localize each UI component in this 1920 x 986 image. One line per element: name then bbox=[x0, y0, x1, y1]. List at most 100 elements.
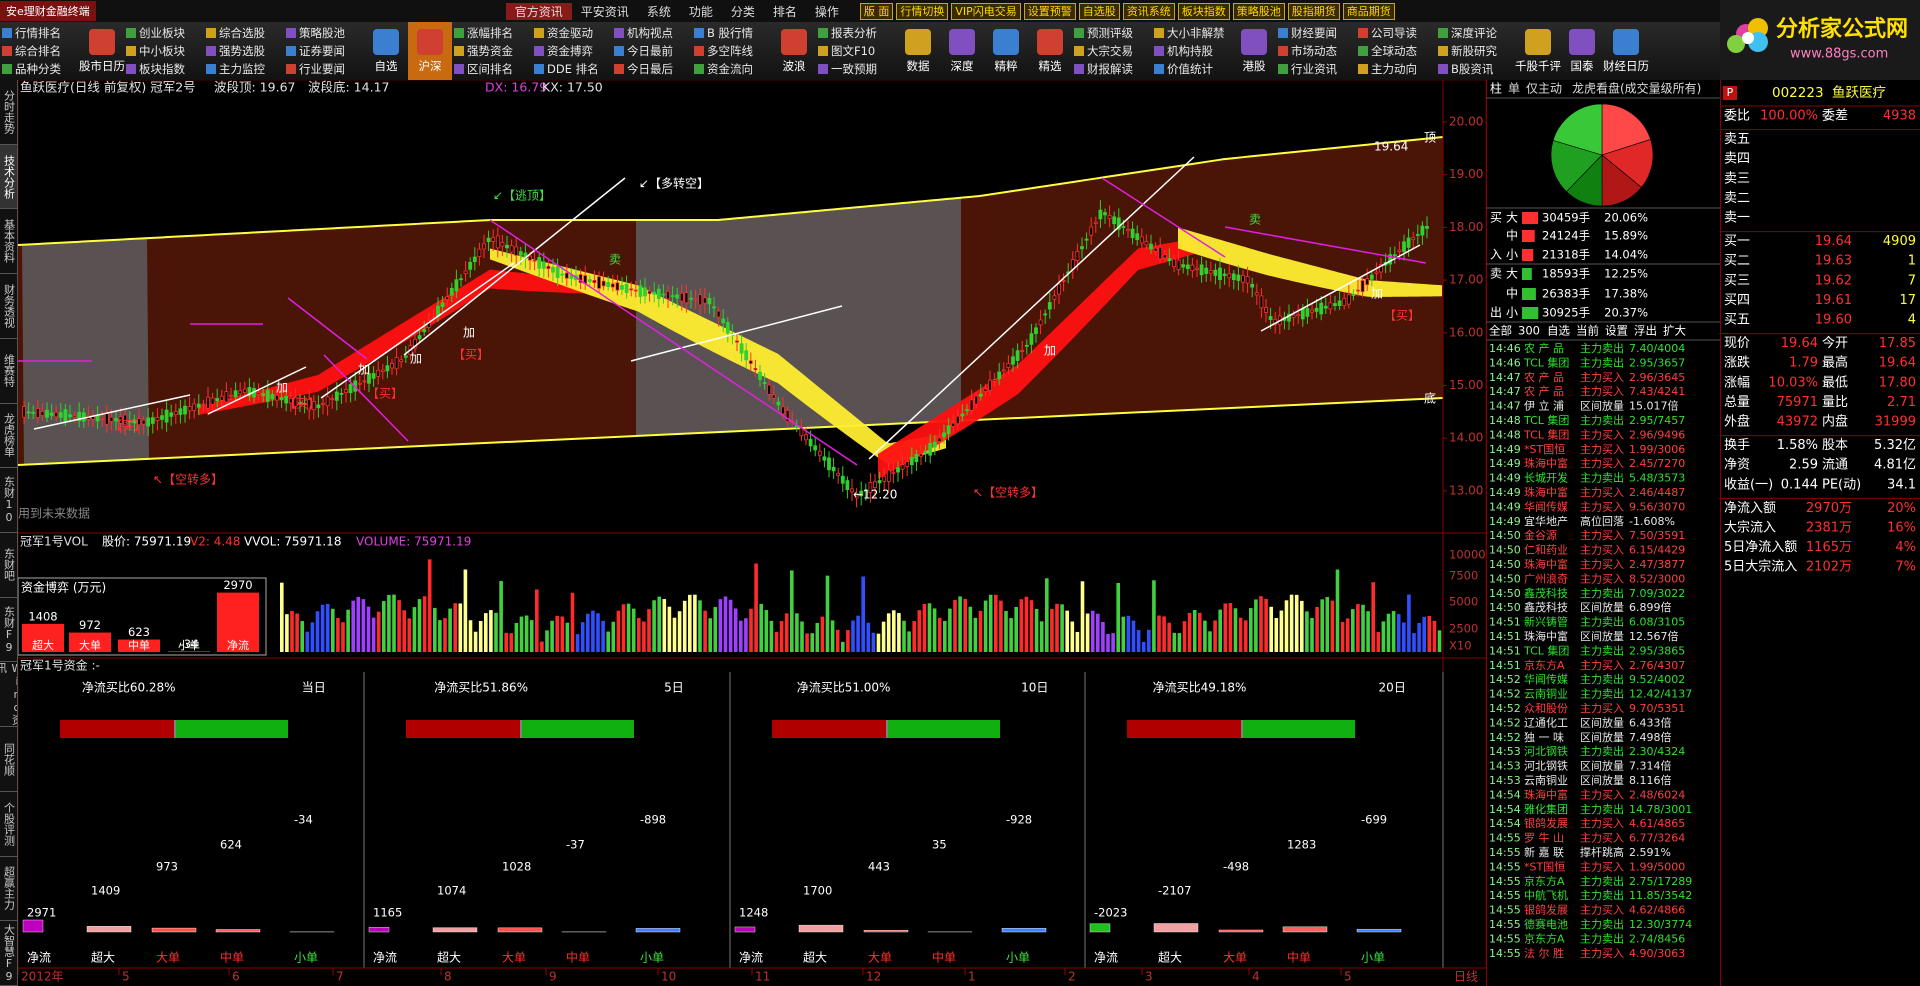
volume-item: VVOL: 75971.18 bbox=[244, 535, 341, 549]
toolbar-item[interactable]: 创业板块 bbox=[124, 25, 204, 41]
quick-button[interactable]: 策略股池 bbox=[1232, 2, 1285, 20]
toolbar-item[interactable]: 全球动态 bbox=[1356, 43, 1436, 59]
side-tab[interactable]: 技术分析 bbox=[0, 144, 18, 210]
toolbar-item[interactable]: 财报解读 bbox=[1072, 61, 1152, 77]
toolbar-item[interactable]: 证券要闻 bbox=[284, 43, 364, 59]
side-tab[interactable]: 个股评测 bbox=[0, 791, 18, 857]
toolbar-button[interactable]: 国泰 bbox=[1560, 22, 1604, 80]
toolbar-item[interactable]: 行业资讯 bbox=[1276, 61, 1356, 77]
toolbar-item[interactable]: 大宗交易 bbox=[1072, 43, 1152, 59]
toolbar-item[interactable]: 机构视点 bbox=[612, 25, 692, 41]
list-tab[interactable]: 设置 bbox=[1605, 324, 1628, 338]
toolbar-item[interactable]: 公司导读 bbox=[1356, 25, 1436, 41]
toolbar-item[interactable]: 策略股池 bbox=[284, 25, 364, 41]
toolbar-item[interactable]: 品种分类 bbox=[0, 61, 80, 77]
toolbar-item[interactable]: 财经要闻 bbox=[1276, 25, 1356, 41]
quick-button[interactable]: 商品期货 bbox=[1342, 2, 1395, 20]
toolbar-item[interactable]: 涨幅排名 bbox=[452, 25, 532, 41]
toolbar-item[interactable]: 价值统计 bbox=[1152, 61, 1232, 77]
quick-button[interactable]: 设置预警 bbox=[1023, 2, 1076, 20]
toolbar-item[interactable]: 强势选股 bbox=[204, 43, 284, 59]
toolbar-item[interactable]: B股资讯 bbox=[1436, 61, 1516, 77]
menu-item[interactable]: 操作 bbox=[814, 4, 839, 19]
toolbar-button[interactable]: 千股千评 bbox=[1515, 22, 1561, 80]
toolbar-item[interactable]: 主力监控 bbox=[204, 61, 284, 77]
toolbar-item[interactable]: 强势资金 bbox=[452, 43, 532, 59]
menu-item[interactable]: 分类 bbox=[730, 4, 755, 19]
side-tab[interactable]: 东财10 bbox=[0, 468, 18, 534]
toolbar-item[interactable]: 新股研究 bbox=[1436, 43, 1516, 59]
quick-button[interactable]: VIP闪电交易 bbox=[951, 2, 1021, 20]
toolbar-item[interactable]: 资金驱动 bbox=[532, 25, 612, 41]
toolbar-button[interactable]: 波浪 bbox=[772, 22, 816, 80]
toolbar-item[interactable]: 深度评论 bbox=[1436, 25, 1516, 41]
quick-button[interactable]: 行情切换 bbox=[896, 2, 949, 20]
list-tab[interactable]: 300 bbox=[1518, 324, 1540, 338]
toolbar-button[interactable]: 股市日历 bbox=[79, 22, 125, 80]
menu-item[interactable]: 平安资讯 bbox=[580, 4, 629, 19]
toolbar-item[interactable]: 今日最后 bbox=[612, 61, 692, 77]
toolbar-item[interactable]: 今日最前 bbox=[612, 43, 692, 59]
menu-item[interactable]: 功能 bbox=[688, 4, 713, 19]
list-tab[interactable]: 自选 bbox=[1547, 324, 1570, 338]
quick-button[interactable]: 资讯系统 bbox=[1122, 2, 1175, 20]
side-tab[interactable]: 财务透视 bbox=[0, 274, 18, 339]
toolbar-item[interactable]: 板块指数 bbox=[124, 61, 204, 77]
toolbar-item[interactable]: 机构持股 bbox=[1152, 43, 1232, 59]
toolbar-item[interactable]: 市场动态 bbox=[1276, 43, 1356, 59]
tick-detail: 12.567倍 bbox=[1629, 629, 1679, 643]
toolbar-item[interactable]: 行业要闻 bbox=[284, 61, 364, 77]
list-tab[interactable]: 全部 bbox=[1489, 324, 1512, 338]
toolbar-button[interactable]: 自选 bbox=[364, 22, 408, 80]
side-tab[interactable]: 龙虎榜单 bbox=[0, 403, 18, 469]
toolbar-button[interactable]: 精选 bbox=[1028, 22, 1072, 80]
toolbar-item[interactable]: 区间排名 bbox=[452, 61, 532, 77]
quick-button[interactable]: 版 面 bbox=[859, 2, 894, 20]
side-tab[interactable]: Wind资讯 bbox=[0, 662, 18, 728]
toolbar-item[interactable]: 综合选股 bbox=[204, 25, 284, 41]
menu-item[interactable]: 系统 bbox=[646, 4, 671, 19]
toolbar-item[interactable]: 报表分析 bbox=[816, 25, 896, 41]
toolbar-button[interactable]: 深度 bbox=[940, 22, 984, 80]
menu-item[interactable]: 官方资讯 bbox=[505, 2, 572, 20]
toolbar-button[interactable]: 精粹 bbox=[984, 22, 1028, 80]
flow-tab[interactable]: 单 bbox=[1508, 82, 1520, 96]
quick-button[interactable]: 股指期货 bbox=[1287, 2, 1340, 20]
toolbar-button[interactable]: 港股 bbox=[1232, 22, 1276, 80]
side-tab[interactable]: 超赢主力 bbox=[0, 856, 18, 922]
toolbar-item[interactable]: 主力动向 bbox=[1356, 61, 1436, 77]
list-tab[interactable]: 扩大 bbox=[1663, 324, 1686, 338]
toolbar-button[interactable]: 沪深 bbox=[408, 22, 452, 80]
toolbar-item[interactable]: 一致预期 bbox=[816, 61, 896, 77]
side-tab[interactable]: 东财F9 bbox=[0, 597, 18, 663]
toolbar-item[interactable]: 预测评级 bbox=[1072, 25, 1152, 41]
toolbar-item[interactable]: 行情排名 bbox=[0, 25, 80, 41]
toolbar-item[interactable]: 图文F10 bbox=[816, 43, 896, 59]
toolbar-item[interactable]: 大小非解禁 bbox=[1152, 25, 1232, 41]
quick-button[interactable]: 自选股 bbox=[1078, 2, 1120, 20]
quick-button[interactable]: 板块指数 bbox=[1177, 2, 1230, 20]
toolbar-button[interactable]: 财经日历 bbox=[1603, 22, 1649, 80]
side-tab[interactable]: 大智慧F9 bbox=[0, 921, 18, 986]
side-tab[interactable]: 同花顺 bbox=[0, 727, 18, 792]
toolbar-button[interactable]: 数据 bbox=[896, 22, 940, 80]
title-bar: 安e理财金融终端 官方资讯 平安资讯 系统 功能 分类 排名 操作 版 面行情切换 VIP闪电交易… bbox=[0, 0, 1720, 22]
side-tab[interactable]: 东财吧 bbox=[0, 533, 18, 598]
toolbar-item[interactable]: DDE 排名 bbox=[532, 61, 612, 77]
side-tab[interactable]: 维赛特 bbox=[0, 338, 18, 404]
toolbar-item[interactable]: 综合排名 bbox=[0, 43, 80, 59]
toolbar-item[interactable]: 资金流向 bbox=[692, 61, 772, 77]
toolbar-item[interactable]: B 股行情 bbox=[692, 25, 772, 41]
toolbar-item[interactable]: 中小板块 bbox=[124, 43, 204, 59]
list-tab[interactable]: 浮出 bbox=[1634, 324, 1657, 338]
menu-item[interactable]: 排名 bbox=[772, 4, 797, 19]
flow-tab[interactable]: 柱 bbox=[1490, 81, 1502, 96]
side-tab[interactable]: 分时走势 bbox=[0, 80, 18, 145]
fund-category: 小单 bbox=[294, 951, 318, 965]
side-tab[interactable]: 基本资料 bbox=[0, 209, 18, 275]
toolbar-item[interactable]: 资金搏弈 bbox=[532, 43, 612, 59]
flow-tab[interactable]: 龙虎看盘(成交量级所有) bbox=[1572, 81, 1701, 96]
toolbar-item[interactable]: 多空阵线 bbox=[692, 43, 772, 59]
flow-tab[interactable]: 仅主动 bbox=[1526, 82, 1562, 96]
list-tab[interactable]: 当前 bbox=[1576, 324, 1599, 338]
